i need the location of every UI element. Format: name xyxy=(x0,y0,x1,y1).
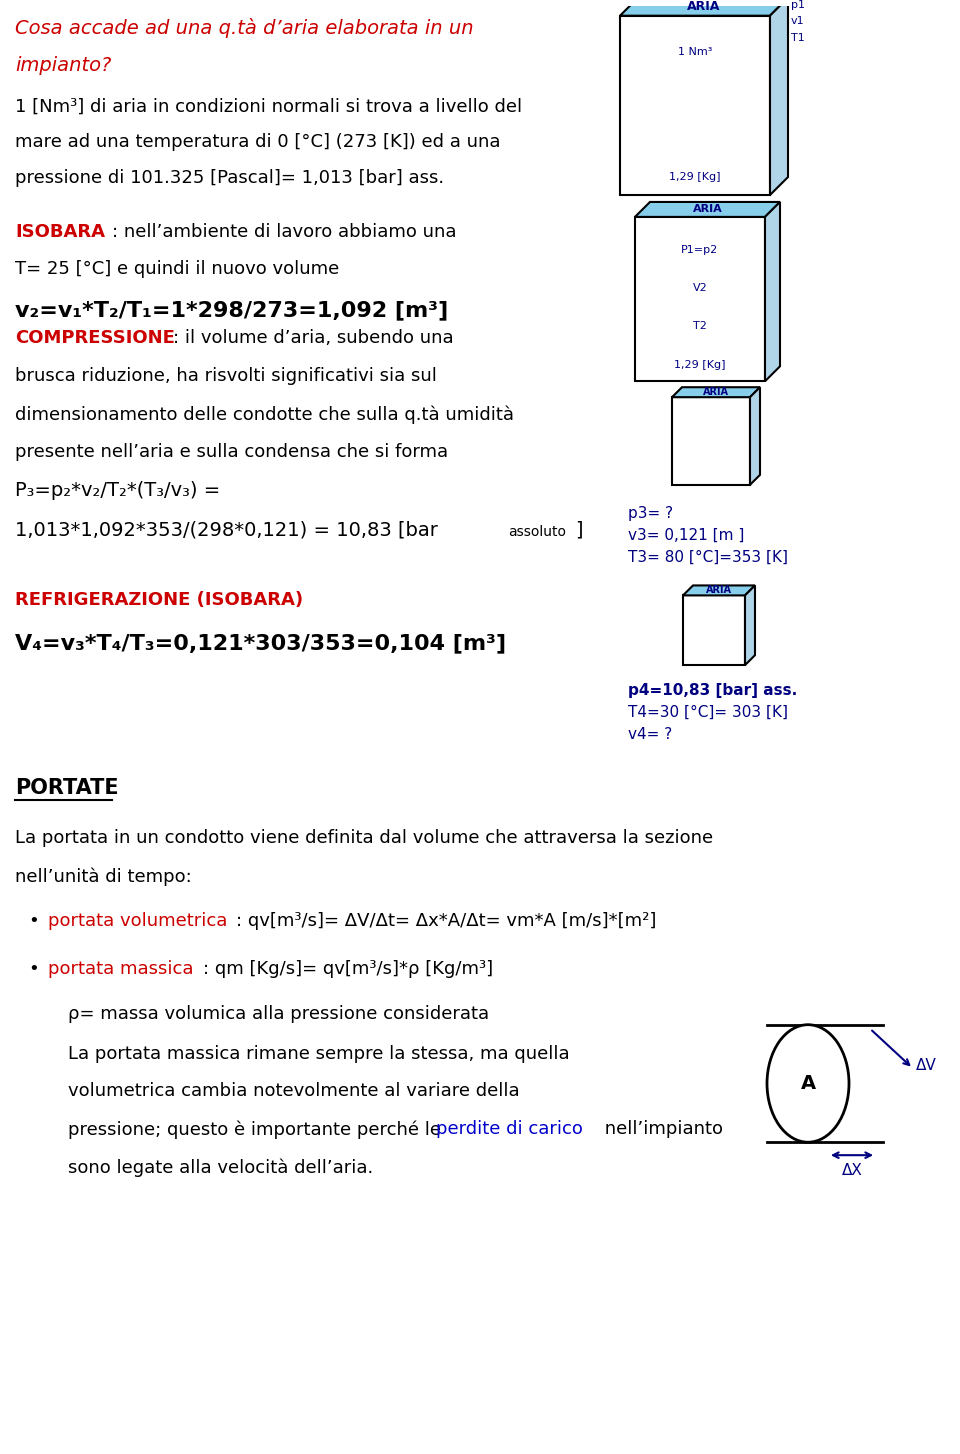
Text: v3= 0,121 [m ]: v3= 0,121 [m ] xyxy=(628,528,744,542)
Text: ARIA: ARIA xyxy=(703,387,729,397)
Ellipse shape xyxy=(767,1025,849,1143)
Text: nell’unità di tempo:: nell’unità di tempo: xyxy=(15,868,192,885)
Text: mare ad una temperatura di 0 [°C] (273 [K]) ed a una: mare ad una temperatura di 0 [°C] (273 [… xyxy=(15,134,500,151)
Text: ]: ] xyxy=(575,521,583,539)
Text: T4=30 [°C]= 303 [K]: T4=30 [°C]= 303 [K] xyxy=(628,705,788,720)
Text: ΔV: ΔV xyxy=(916,1059,937,1073)
Text: p4=10,83 [bar] ass.: p4=10,83 [bar] ass. xyxy=(628,683,797,698)
Polygon shape xyxy=(620,0,788,16)
Text: portata volumetrica: portata volumetrica xyxy=(48,912,228,931)
Text: perdite di carico: perdite di carico xyxy=(436,1121,583,1138)
Text: impianto?: impianto? xyxy=(15,55,111,74)
Text: T= 25 [°C] e quindi il nuovo volume: T= 25 [°C] e quindi il nuovo volume xyxy=(15,260,339,278)
FancyBboxPatch shape xyxy=(620,16,770,195)
Text: : qv[m³/s]= ΔV/Δt= Δx*A/Δt= vm*A [m/s]*[m²]: : qv[m³/s]= ΔV/Δt= Δx*A/Δt= vm*A [m/s]*[… xyxy=(236,912,657,931)
Text: brusca riduzione, ha risvolti significativi sia sul: brusca riduzione, ha risvolti significat… xyxy=(15,368,437,385)
Polygon shape xyxy=(683,586,755,595)
Text: 1,29 [Kg]: 1,29 [Kg] xyxy=(674,359,726,369)
Polygon shape xyxy=(745,586,755,664)
Text: A: A xyxy=(801,1075,816,1093)
Text: ρ= massa volumica alla pressione considerata: ρ= massa volumica alla pressione conside… xyxy=(68,1005,490,1022)
Text: 1 Nm³: 1 Nm³ xyxy=(678,47,712,57)
Text: 1,013*1,092*353/(298*0,121) = 10,83 [bar: 1,013*1,092*353/(298*0,121) = 10,83 [bar xyxy=(15,521,438,539)
FancyBboxPatch shape xyxy=(635,217,765,381)
Text: ISOBARA: ISOBARA xyxy=(15,222,105,241)
Text: La portata in un condotto viene definita dal volume che attraversa la sezione: La portata in un condotto viene definita… xyxy=(15,829,713,848)
Text: assoluto: assoluto xyxy=(508,525,566,538)
Text: ΔX: ΔX xyxy=(842,1163,862,1178)
Text: 1 [Nm³] di aria in condizioni normali si trova a livello del: 1 [Nm³] di aria in condizioni normali si… xyxy=(15,97,522,115)
Polygon shape xyxy=(672,387,760,397)
Text: v4= ?: v4= ? xyxy=(628,727,672,742)
Text: ARIA: ARIA xyxy=(687,0,721,13)
Text: Cosa accade ad una q.tà d’aria elaborata in un: Cosa accade ad una q.tà d’aria elaborata… xyxy=(15,17,473,38)
Text: pressione; questo è importante perché le: pressione; questo è importante perché le xyxy=(68,1121,446,1138)
Text: •: • xyxy=(28,960,38,979)
Polygon shape xyxy=(765,202,780,381)
Text: : il volume d’aria, subendo una: : il volume d’aria, subendo una xyxy=(173,330,454,348)
Text: V₄=v₃*T₄/T₃=0,121*303/353=0,104 [m³]: V₄=v₃*T₄/T₃=0,121*303/353=0,104 [m³] xyxy=(15,634,506,653)
Text: •: • xyxy=(28,912,38,931)
Text: REFRIGERAZIONE (ISOBARA): REFRIGERAZIONE (ISOBARA) xyxy=(15,592,303,609)
Text: presente nell’aria e sulla condensa che si forma: presente nell’aria e sulla condensa che … xyxy=(15,443,448,461)
Text: T2: T2 xyxy=(693,321,707,332)
Text: pressione di 101.325 [Pascal]= 1,013 [bar] ass.: pressione di 101.325 [Pascal]= 1,013 [ba… xyxy=(15,169,444,188)
Text: : nell’ambiente di lavoro abbiamo una: : nell’ambiente di lavoro abbiamo una xyxy=(112,222,457,241)
Text: PORTATE: PORTATE xyxy=(15,778,119,798)
Text: ARIA: ARIA xyxy=(706,586,732,596)
Text: dimensionamento delle condotte che sulla q.tà umidità: dimensionamento delle condotte che sulla… xyxy=(15,406,514,423)
Text: nell’impianto: nell’impianto xyxy=(599,1121,723,1138)
FancyBboxPatch shape xyxy=(683,595,745,664)
Polygon shape xyxy=(750,387,760,484)
Text: La portata massica rimane sempre la stessa, ma quella: La portata massica rimane sempre la stes… xyxy=(68,1044,569,1063)
Text: p3= ?: p3= ? xyxy=(628,506,673,521)
Text: T3= 80 [°C]=353 [K]: T3= 80 [°C]=353 [K] xyxy=(628,550,788,564)
Polygon shape xyxy=(635,202,780,217)
Text: sono legate alla velocità dell’aria.: sono legate alla velocità dell’aria. xyxy=(68,1159,373,1176)
Text: p1
v1
T1: p1 v1 T1 xyxy=(791,0,805,42)
Text: P₃=p₂*v₂/T₂*(T₃/v₃) =: P₃=p₂*v₂/T₂*(T₃/v₃) = xyxy=(15,481,220,500)
FancyBboxPatch shape xyxy=(672,397,750,484)
Text: V2: V2 xyxy=(692,284,708,294)
Text: : qm [Kg/s]= qv[m³/s]*ρ [Kg/m³]: : qm [Kg/s]= qv[m³/s]*ρ [Kg/m³] xyxy=(203,960,493,979)
Text: ARIA: ARIA xyxy=(692,205,722,214)
Text: COMPRESSIONE: COMPRESSIONE xyxy=(15,330,175,348)
Text: v₂=v₁*T₂/T₁=1*298/273=1,092 [m³]: v₂=v₁*T₂/T₁=1*298/273=1,092 [m³] xyxy=(15,301,448,320)
Text: P1=p2: P1=p2 xyxy=(682,244,719,254)
Polygon shape xyxy=(770,0,788,195)
Text: portata massica: portata massica xyxy=(48,960,194,979)
Text: 1,29 [Kg]: 1,29 [Kg] xyxy=(669,172,721,182)
Text: volumetrica cambia notevolmente al variare della: volumetrica cambia notevolmente al varia… xyxy=(68,1082,519,1101)
